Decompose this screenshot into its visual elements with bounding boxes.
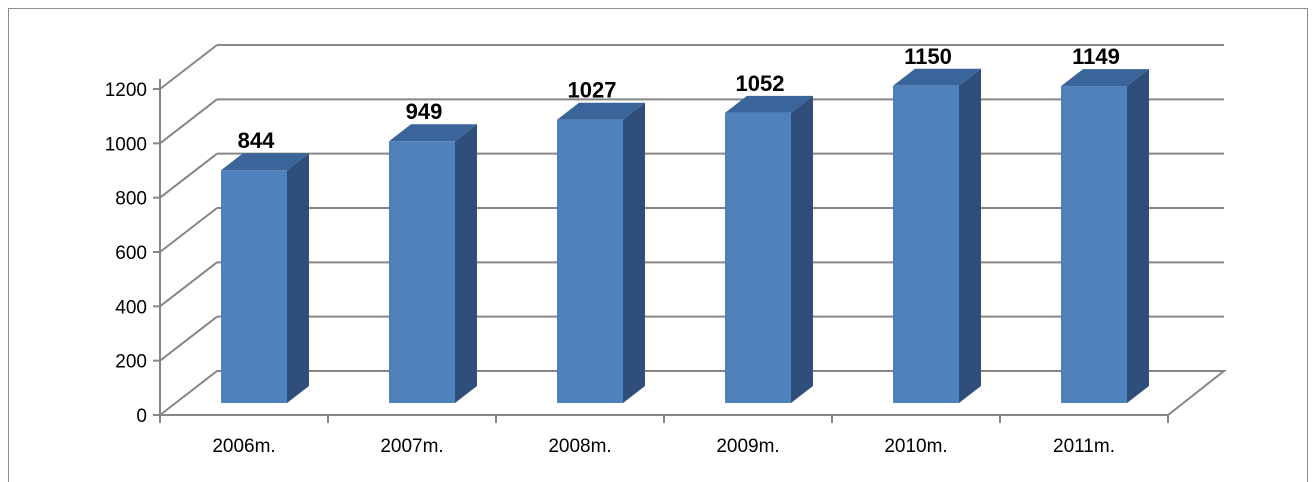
gridline <box>159 152 1224 199</box>
axes <box>159 79 1168 416</box>
data-label: 1052 <box>736 71 785 96</box>
gridline <box>159 207 1224 253</box>
x-tick-label: 2006m. <box>212 436 275 457</box>
chart-floor <box>159 370 1227 416</box>
gridline <box>159 315 1224 362</box>
y-tick-label: 200 <box>115 352 147 373</box>
y-tick-label: 0 <box>136 406 147 427</box>
bar <box>557 102 645 403</box>
x-tick-label: 2009m. <box>716 436 779 457</box>
y-axis-ticks: 0 200 400 600 800 1000 1200 <box>105 80 160 427</box>
data-label: 1150 <box>904 44 952 69</box>
x-tick-label: 2011m. <box>1053 436 1115 457</box>
data-label: 1027 <box>568 78 617 103</box>
gridline <box>159 98 1224 145</box>
bars <box>221 68 1149 404</box>
x-tick-label: 2010m. <box>884 436 947 457</box>
bar <box>1061 69 1149 403</box>
y-tick-label: 1200 <box>105 80 147 101</box>
y-tick-label: 400 <box>115 297 147 318</box>
data-label: 844 <box>238 128 275 153</box>
x-axis-ticks: 2006m. 2007m. 2008m. 2009m. 2010m. 2011m. <box>159 415 1169 457</box>
x-tick-label: 2007m. <box>380 436 443 457</box>
y-tick-label: 600 <box>115 243 147 264</box>
bar <box>389 124 477 404</box>
bar <box>725 95 813 403</box>
gridline <box>159 261 1224 308</box>
data-label: 1149 <box>1072 44 1120 69</box>
gridlines <box>159 44 1224 362</box>
chart-frame <box>8 8 1308 482</box>
bar <box>893 68 981 404</box>
x-tick-label: 2008m. <box>548 436 611 457</box>
data-label: 949 <box>406 99 443 124</box>
gridline <box>159 44 1224 90</box>
y-tick-label: 800 <box>115 189 147 210</box>
y-tick-label: 1000 <box>105 134 147 155</box>
bar <box>221 153 309 403</box>
data-labels: 844 949 1027 1052 1150 1149 <box>238 44 1120 153</box>
chart-walls <box>159 370 1227 416</box>
